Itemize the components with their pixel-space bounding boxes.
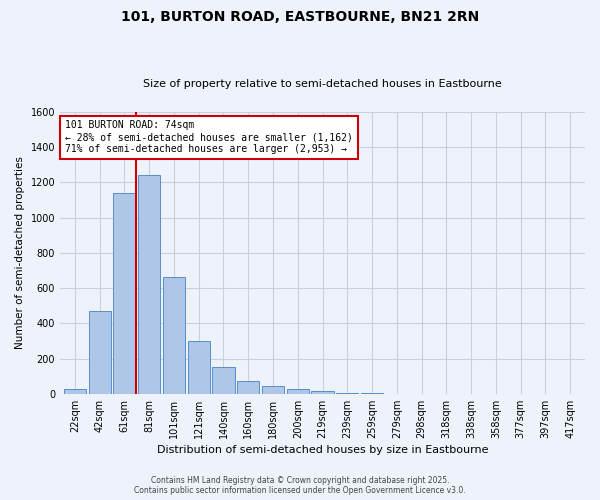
Text: 101, BURTON ROAD, EASTBOURNE, BN21 2RN: 101, BURTON ROAD, EASTBOURNE, BN21 2RN <box>121 10 479 24</box>
Title: Size of property relative to semi-detached houses in Eastbourne: Size of property relative to semi-detach… <box>143 79 502 89</box>
Bar <box>138 176 160 394</box>
Bar <box>64 390 86 394</box>
Bar <box>336 393 358 394</box>
Bar <box>287 389 309 394</box>
Bar <box>188 341 210 394</box>
Bar <box>262 386 284 394</box>
X-axis label: Distribution of semi-detached houses by size in Eastbourne: Distribution of semi-detached houses by … <box>157 445 488 455</box>
Bar <box>163 276 185 394</box>
Bar <box>113 193 136 394</box>
Bar <box>237 382 259 394</box>
Text: Contains HM Land Registry data © Crown copyright and database right 2025.
Contai: Contains HM Land Registry data © Crown c… <box>134 476 466 495</box>
Text: 101 BURTON ROAD: 74sqm
← 28% of semi-detached houses are smaller (1,162)
71% of : 101 BURTON ROAD: 74sqm ← 28% of semi-det… <box>65 120 353 154</box>
Bar <box>311 390 334 394</box>
Bar <box>89 311 111 394</box>
Bar <box>212 366 235 394</box>
Y-axis label: Number of semi-detached properties: Number of semi-detached properties <box>15 156 25 350</box>
